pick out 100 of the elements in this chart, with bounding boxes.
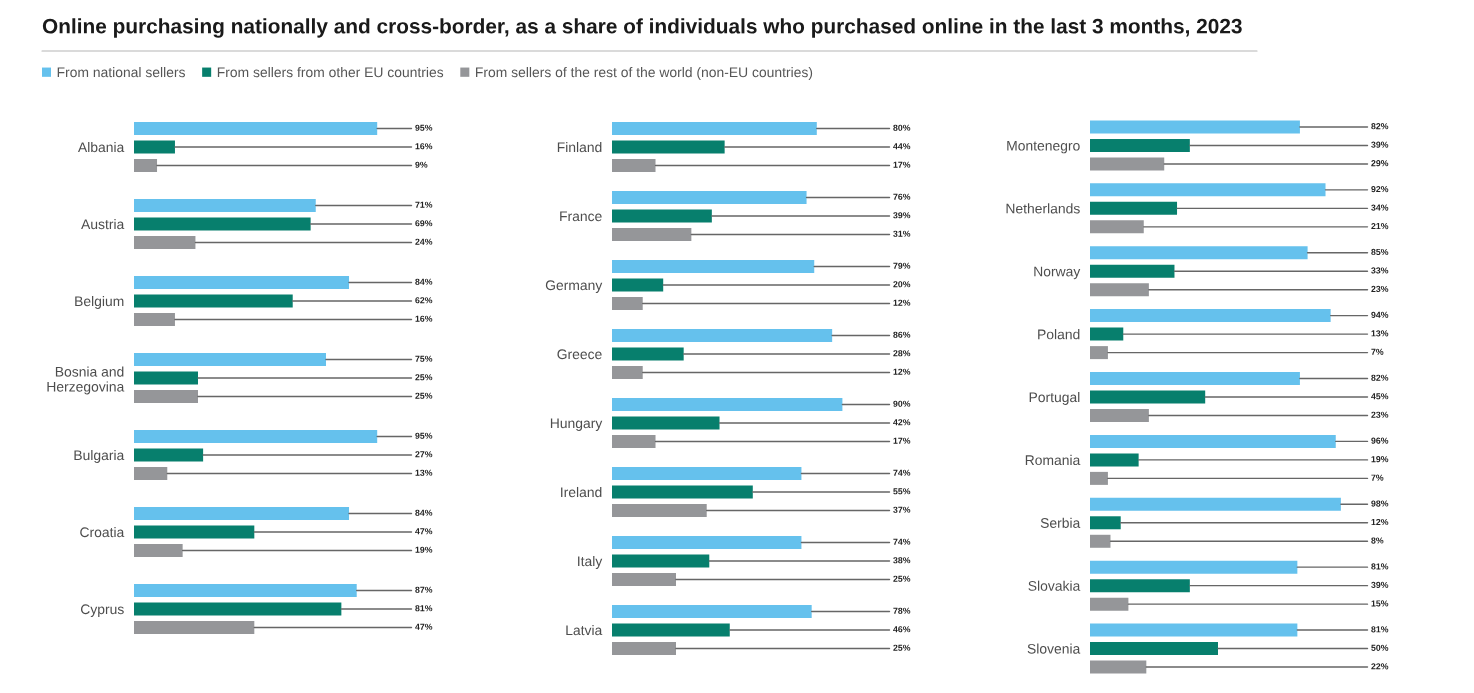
data-label: 69% bbox=[415, 220, 433, 227]
data-label: 33% bbox=[1371, 267, 1389, 274]
bar bbox=[134, 525, 255, 539]
data-label: 27% bbox=[415, 451, 433, 458]
data-label: 16% bbox=[415, 315, 433, 322]
data-label: 47% bbox=[415, 623, 433, 630]
bar bbox=[1090, 534, 1111, 548]
bar bbox=[612, 297, 643, 310]
bar bbox=[134, 140, 175, 154]
data-label: 37% bbox=[893, 506, 911, 513]
data-label: 25% bbox=[893, 575, 911, 582]
y-tick-label: Serbia bbox=[1040, 517, 1081, 528]
data-label: 76% bbox=[893, 193, 911, 200]
y-tick-label: Montenegro bbox=[1007, 140, 1080, 154]
bar bbox=[134, 294, 293, 308]
bar bbox=[1090, 516, 1121, 530]
data-label: 38% bbox=[893, 557, 911, 564]
y-tick-label: Ireland bbox=[561, 486, 602, 498]
data-label: 78% bbox=[893, 607, 911, 614]
y-tick-label: Latvia bbox=[566, 624, 603, 636]
y-tick-label: Belgium bbox=[75, 295, 124, 309]
bar bbox=[612, 228, 692, 241]
bar bbox=[1090, 138, 1190, 152]
y-tick-label: Germany bbox=[545, 280, 603, 293]
data-label: 39% bbox=[893, 212, 911, 219]
bar bbox=[612, 278, 664, 292]
data-label: 21% bbox=[1371, 222, 1389, 230]
bar bbox=[134, 621, 255, 634]
bar bbox=[1090, 157, 1165, 171]
bar bbox=[612, 260, 815, 273]
data-label: 17% bbox=[893, 161, 911, 168]
data-label: 44% bbox=[893, 143, 911, 150]
y-tick-label: Romania bbox=[1025, 454, 1081, 466]
bar bbox=[612, 159, 656, 172]
bar bbox=[134, 430, 378, 443]
y-tick-label: Norway bbox=[1034, 266, 1081, 280]
bar bbox=[1090, 390, 1206, 404]
data-label: 45% bbox=[1371, 393, 1389, 400]
bar bbox=[134, 199, 316, 212]
legend-label: From national sellers bbox=[57, 67, 185, 78]
data-label: 84% bbox=[415, 278, 433, 285]
data-label: 94% bbox=[1371, 311, 1389, 318]
y-tick-label: Netherlands bbox=[1006, 203, 1080, 214]
data-label: 24% bbox=[415, 238, 433, 245]
data-label: 29% bbox=[1371, 160, 1389, 167]
bar bbox=[612, 398, 843, 411]
data-label: 12% bbox=[893, 368, 911, 375]
data-label: 85% bbox=[1371, 248, 1389, 256]
data-label: 31% bbox=[893, 230, 911, 237]
data-label: 81% bbox=[1371, 626, 1389, 633]
y-tick-label: France bbox=[560, 211, 602, 222]
bar bbox=[1090, 283, 1149, 297]
bar bbox=[1090, 201, 1178, 215]
data-label: 81% bbox=[1371, 563, 1389, 570]
bar bbox=[1090, 579, 1190, 593]
bar bbox=[612, 191, 807, 204]
data-label: 50% bbox=[1371, 644, 1389, 651]
data-label: 95% bbox=[415, 124, 433, 131]
bar bbox=[134, 217, 311, 231]
data-label: 12% bbox=[1371, 518, 1389, 526]
data-label: 9% bbox=[415, 161, 428, 168]
bar bbox=[1090, 434, 1336, 448]
bar bbox=[1090, 183, 1326, 197]
bar bbox=[134, 371, 198, 385]
y-tick-label: Slovenia bbox=[1027, 643, 1081, 654]
bar bbox=[1090, 372, 1300, 385]
bar bbox=[612, 605, 812, 618]
data-label: 39% bbox=[1371, 141, 1389, 148]
y-tick-label: Slovakia bbox=[1028, 580, 1081, 591]
data-label: 74% bbox=[893, 538, 911, 545]
bar bbox=[1090, 597, 1129, 611]
data-label: 98% bbox=[1371, 500, 1389, 507]
bar bbox=[1090, 264, 1175, 278]
data-label: 90% bbox=[893, 400, 911, 407]
data-label: 62% bbox=[415, 297, 433, 304]
bar bbox=[1090, 120, 1300, 134]
data-label: 23% bbox=[1371, 411, 1389, 418]
data-label: 79% bbox=[893, 262, 911, 269]
data-label: 19% bbox=[1371, 456, 1389, 463]
bar bbox=[612, 416, 720, 430]
bar bbox=[612, 554, 710, 568]
data-label: 47% bbox=[415, 528, 433, 535]
data-label: 7% bbox=[1371, 348, 1384, 355]
data-label: 74% bbox=[893, 469, 911, 476]
y-tick-label: Portugal bbox=[1029, 391, 1080, 405]
data-label: 34% bbox=[1371, 204, 1389, 211]
data-label: 19% bbox=[415, 546, 433, 553]
bar bbox=[1090, 497, 1341, 511]
bar bbox=[1090, 327, 1124, 341]
data-label: 28% bbox=[893, 350, 911, 357]
data-label: 25% bbox=[415, 392, 433, 399]
bar bbox=[1090, 660, 1147, 674]
data-label: 92% bbox=[1371, 185, 1389, 193]
y-tick-label: Croatia bbox=[80, 526, 125, 538]
text: Online purchasing nationally and cross-border, as a share of individuals who purchased online in the last 3 months, 2023 bbox=[42, 18, 1242, 38]
data-label: 8% bbox=[1371, 537, 1384, 544]
data-label: 13% bbox=[415, 469, 433, 476]
y-tick-label: Cyprus bbox=[80, 604, 124, 617]
bar bbox=[134, 602, 342, 616]
bar bbox=[612, 435, 656, 448]
